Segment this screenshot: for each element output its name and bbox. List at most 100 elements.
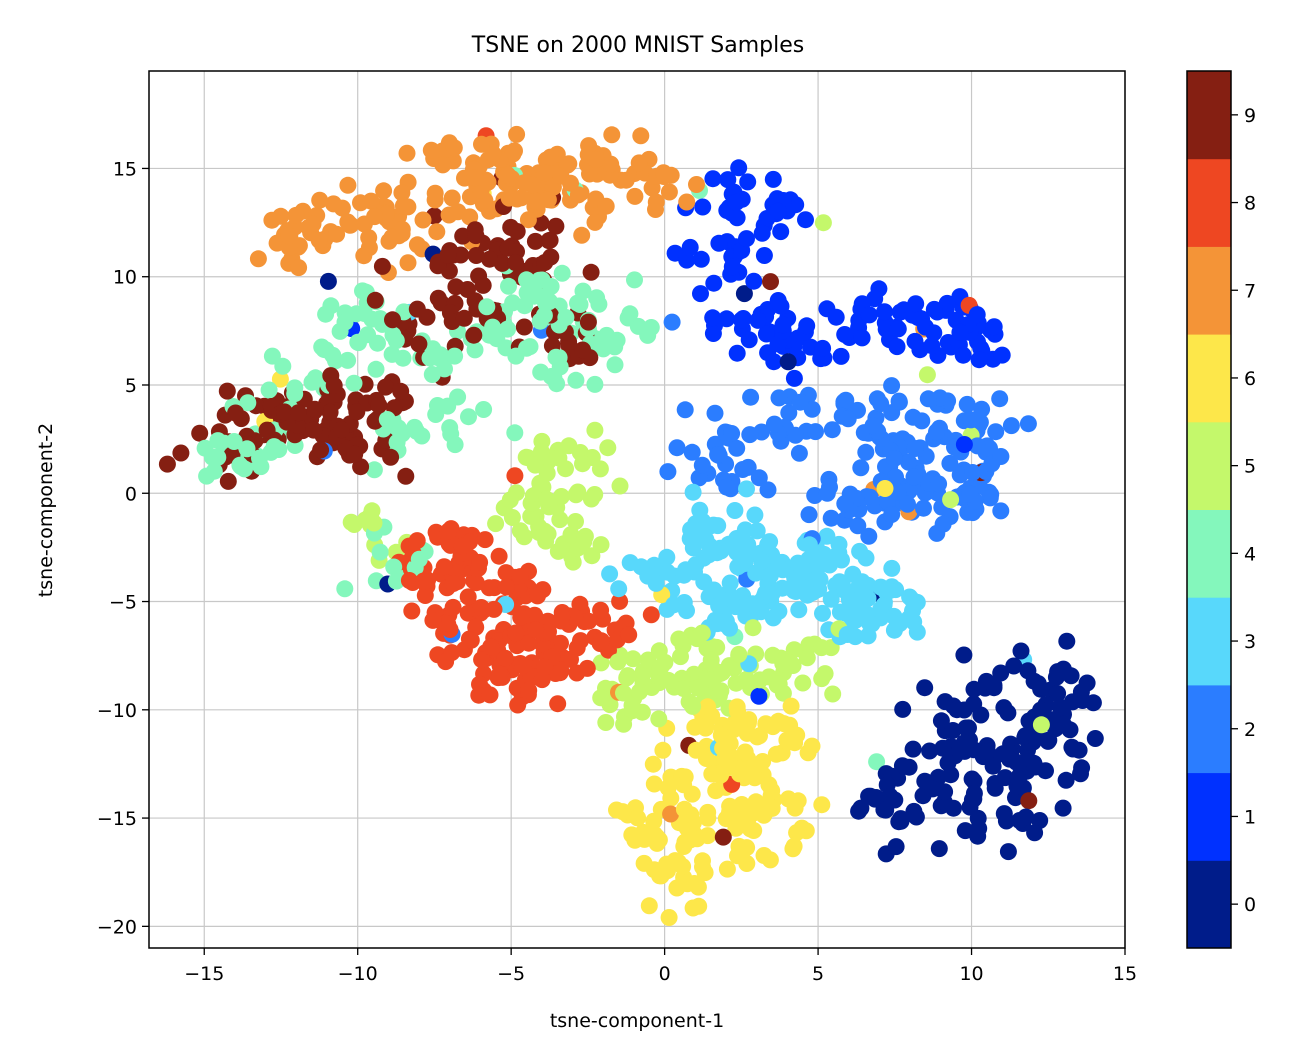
- colorbar-segment: [1187, 334, 1231, 423]
- scatter-point: [993, 346, 1011, 364]
- scatter-point: [919, 390, 937, 408]
- scatter-point: [370, 396, 388, 414]
- scatter-point: [218, 382, 236, 400]
- scatter-point: [590, 295, 608, 313]
- scatter-point: [466, 341, 484, 359]
- scatter-point: [687, 741, 705, 759]
- scatter-point: [985, 676, 1003, 694]
- scatter-point: [545, 368, 563, 386]
- scatter-point: [857, 443, 875, 461]
- scatter-point: [836, 326, 854, 343]
- scatter-point: [730, 159, 748, 177]
- scatter-point: [925, 300, 943, 318]
- colorbar-segment: [1187, 246, 1231, 335]
- scatter-point: [538, 464, 556, 482]
- scatter-point: [586, 375, 604, 393]
- y-tick-label: 0: [125, 483, 137, 505]
- scatter-point: [760, 776, 778, 794]
- scatter-point: [800, 536, 818, 554]
- scatter-point: [726, 502, 744, 519]
- y-tick-label: −10: [97, 700, 137, 722]
- scatter-point: [930, 840, 948, 858]
- scatter-point: [960, 719, 977, 737]
- scatter-point: [740, 331, 758, 349]
- scatter-point: [511, 568, 529, 586]
- x-axis-label: tsne-component-1: [550, 1010, 724, 1032]
- scatter-point: [755, 247, 773, 264]
- scatter-point: [670, 630, 688, 648]
- scatter-point: [691, 501, 709, 519]
- scatter-point: [852, 459, 870, 477]
- scatter-point: [934, 739, 952, 757]
- scatter-point: [331, 322, 349, 340]
- scatter-point: [965, 784, 983, 802]
- scatter-point: [779, 353, 797, 371]
- scatter-point: [422, 141, 440, 159]
- scatter-point: [397, 467, 415, 485]
- x-tick-label: 0: [659, 963, 671, 985]
- scatter-point: [750, 469, 768, 487]
- scatter-point: [958, 395, 976, 413]
- scatter-point: [258, 421, 276, 439]
- scatter-point: [860, 527, 878, 545]
- scatter-point: [639, 651, 657, 669]
- scatter-point: [735, 285, 753, 303]
- scatter-point: [328, 225, 346, 243]
- scatter-point: [968, 437, 986, 455]
- scatter-point: [304, 215, 322, 233]
- scatter-point: [599, 439, 617, 457]
- scatter-point: [772, 223, 790, 241]
- scatter-point: [857, 549, 875, 567]
- scatter-point: [512, 608, 530, 626]
- scatter-point: [553, 264, 571, 282]
- scatter-point: [770, 602, 788, 620]
- scatter-point: [645, 812, 663, 830]
- scatter-point: [444, 575, 462, 592]
- scatter-point: [567, 513, 584, 530]
- scatter-point: [629, 809, 647, 827]
- scatter-point: [603, 126, 621, 144]
- scatter-point: [818, 484, 836, 502]
- scatter-point: [431, 346, 449, 364]
- scatter-point: [721, 735, 739, 753]
- scatter-point: [375, 182, 393, 200]
- scatter-point: [861, 614, 879, 632]
- scatter-point: [414, 211, 432, 229]
- scatter-point: [699, 698, 717, 716]
- scatter-point: [427, 406, 445, 423]
- scatter-point: [499, 320, 516, 338]
- scatter-point: [936, 783, 954, 801]
- scatter-point: [944, 722, 962, 739]
- scatter-point: [689, 679, 707, 697]
- scatter-point: [569, 483, 587, 501]
- scatter-point: [339, 176, 357, 194]
- scatter-point: [377, 378, 395, 396]
- scatter-point: [941, 454, 959, 472]
- scatter-point: [773, 560, 791, 578]
- scatter-point: [904, 592, 922, 609]
- scatter-point: [688, 176, 705, 193]
- scatter-point: [684, 697, 702, 715]
- scatter-point: [675, 680, 693, 698]
- scatter-point: [821, 556, 838, 574]
- colorbar: 0 1 2 3 4 5 6 7 8 9: [1187, 71, 1256, 949]
- scatter-point: [249, 250, 267, 268]
- scatter-point: [934, 515, 952, 533]
- scatter-point: [615, 684, 632, 702]
- scatter-point: [610, 580, 628, 598]
- scatter-point: [363, 502, 381, 520]
- scatter-point: [868, 753, 886, 771]
- scatter-point: [560, 437, 578, 455]
- scatter-point: [597, 197, 615, 215]
- scatter-point: [728, 344, 746, 362]
- scatter-point: [490, 547, 508, 565]
- scatter-point: [552, 634, 569, 652]
- scatter-point: [883, 506, 901, 523]
- scatter-point: [916, 772, 934, 790]
- scatter-point: [645, 825, 663, 843]
- scatter-point: [894, 700, 912, 718]
- scatter-point: [626, 831, 644, 849]
- scatter-point: [500, 189, 518, 207]
- scatter-point: [907, 295, 925, 313]
- scatter-point: [592, 654, 610, 672]
